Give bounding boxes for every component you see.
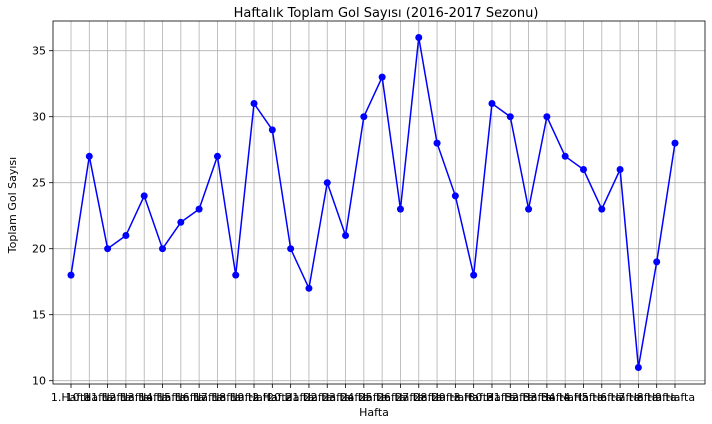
data-point [159, 245, 167, 253]
x-tick-label: 4.Hafta [563, 391, 603, 404]
x-tick-label: 34.Hafta [542, 391, 589, 404]
y-axis-label: Toplam Gol Sayısı [6, 157, 19, 254]
data-point [305, 284, 313, 292]
x-tick-label: 6.Hafta [600, 391, 640, 404]
x-tick-label: 22.Hafta [304, 391, 351, 404]
x-tick-label: 13.Hafta [121, 391, 168, 404]
y-tick-label: 35 [32, 45, 46, 58]
data-point [451, 192, 459, 200]
x-tick-label: 21.Hafta [285, 391, 332, 404]
data-point [67, 271, 75, 279]
x-tick-label: 17.Hafta [194, 391, 241, 404]
y-tick-label: 10 [32, 375, 46, 388]
x-tick-label: 33.Hafta [523, 391, 570, 404]
x-tick-label: 32.Hafta [505, 391, 552, 404]
series-layer [67, 34, 679, 371]
data-point [579, 166, 587, 173]
y-tick-label: 15 [32, 309, 46, 322]
series-line [70, 37, 676, 368]
x-tick-label: 20.Hafta [267, 391, 314, 404]
data-point [213, 152, 221, 160]
data-point [85, 152, 93, 160]
data-point [396, 205, 404, 213]
x-tick-label: 29.Hafta [432, 391, 479, 404]
data-point [470, 271, 478, 279]
data-point [140, 192, 148, 200]
y-tick-label: 30 [32, 111, 46, 124]
x-tick-label: 24.Hafta [340, 391, 387, 404]
data-point [543, 113, 551, 121]
data-point [232, 271, 240, 279]
x-tick-label: 25.Hafta [359, 391, 406, 404]
x-tick-label: 8.Hafta [637, 391, 677, 404]
data-point [525, 205, 533, 213]
data-point [616, 166, 624, 173]
data-point [342, 232, 350, 239]
data-point [506, 113, 514, 121]
x-tick-label: 12.Hafta [102, 391, 149, 404]
data-point [488, 100, 496, 107]
y-tick-label: 25 [32, 177, 46, 190]
x-tick-label: 27.Hafta [395, 391, 442, 404]
x-tick-label: 23.Hafta [322, 391, 369, 404]
x-tick-label: 15.Hafta [157, 391, 204, 404]
x-tick-label: 7.Hafta [618, 391, 658, 404]
x-tick-label: 18.Hafta [212, 391, 259, 404]
data-point [360, 113, 368, 121]
data-point [653, 258, 661, 266]
data-point [378, 73, 386, 81]
x-tick-label: 30.Hafta [468, 391, 515, 404]
data-point [195, 205, 203, 213]
x-tick-label: 5.Hafta [582, 391, 622, 404]
data-point [177, 218, 185, 226]
x-tick-label: 31.Hafta [487, 391, 534, 404]
x-tick-label: 26.Hafta [377, 391, 424, 404]
data-point [104, 245, 112, 253]
x-axis-label: Hafta [359, 406, 389, 419]
data-point [433, 139, 441, 147]
data-point [671, 139, 679, 147]
x-tick-label: 14.Hafta [139, 391, 186, 404]
x-tick-label: 16.Hafta [175, 391, 222, 404]
plot-frame [52, 20, 706, 385]
data-point [122, 232, 130, 239]
x-tick-label: 1.Hafta [51, 391, 91, 404]
data-point [250, 100, 258, 107]
y-tick-label: 20 [32, 243, 46, 256]
x-tick-label: 11.Hafta [84, 391, 131, 404]
chart-title: Haftalık Toplam Gol Sayısı (2016-2017 Se… [234, 6, 539, 21]
x-tick-label: 2.Hafta [252, 391, 292, 404]
x-tick-label: 10.Hafta [66, 391, 113, 404]
axis-ticks: 1.Hafta10.Hafta11.Hafta12.Hafta13.Hafta1… [32, 45, 695, 404]
x-tick-label: 28.Hafta [413, 391, 460, 404]
data-point [598, 205, 606, 213]
data-point [415, 34, 423, 41]
data-point [287, 245, 295, 253]
data-point [561, 152, 569, 160]
x-tick-label: 19.Hafta [230, 391, 277, 404]
grid [53, 21, 705, 384]
x-tick-label: 3.Hafta [454, 391, 494, 404]
data-point [268, 126, 276, 134]
data-point [634, 364, 642, 371]
x-tick-label: 9.Hafta [655, 391, 695, 404]
data-point [323, 179, 331, 187]
